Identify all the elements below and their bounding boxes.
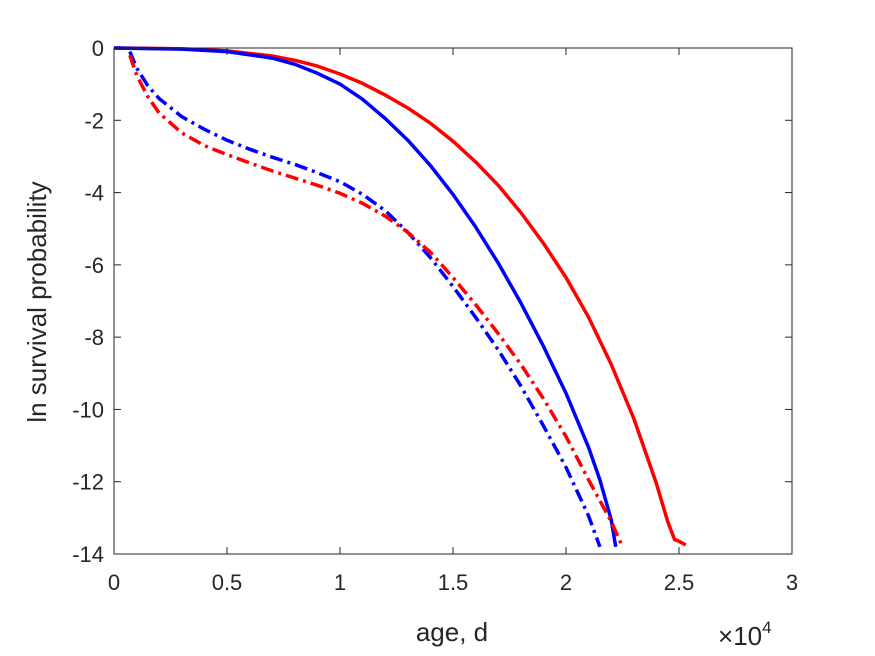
x-tick-label: 0 [108,570,120,595]
y-tick-label: 0 [92,36,104,61]
svg-text:×104: ×104 [718,618,772,651]
y-tick-label: -4 [84,181,104,206]
x-tick-label: 0.5 [212,570,243,595]
series-line-solid-red [113,46,687,547]
series-line-dashdot-red [128,54,625,548]
y-tick-label: -8 [84,325,104,350]
series-line-dashdot-blue [128,50,602,548]
tick-labels: 0 0.5 1 1.5 2 2.5 3 0 -2 -4 -6 -8 -10 -12 -14 [72,36,798,595]
y-tick-label: -2 [84,108,104,133]
x-multiplier-base: 10 [733,621,762,651]
x-tick-label: 1.5 [438,570,469,595]
series-line-solid-blue [113,46,618,548]
plot-frame [113,47,793,555]
axis-ticks [113,47,793,555]
series-lines [113,46,687,548]
y-tick-label: -12 [72,470,104,495]
x-tick-label: 2.5 [664,570,695,595]
y-tick-label: -10 [72,397,104,422]
x-multiplier-prefix: × [718,621,733,651]
y-tick-label: -6 [84,253,104,278]
x-tick-label: 1 [334,570,346,595]
x-multiplier: ×104 [718,618,772,651]
x-axis-title: age, d [416,617,488,647]
y-tick-label: -14 [72,542,104,567]
x-tick-label: 3 [786,570,798,595]
y-axis-title: ln survival probability [22,181,52,422]
x-tick-label: 2 [560,570,572,595]
x-multiplier-exponent: 4 [762,618,771,637]
